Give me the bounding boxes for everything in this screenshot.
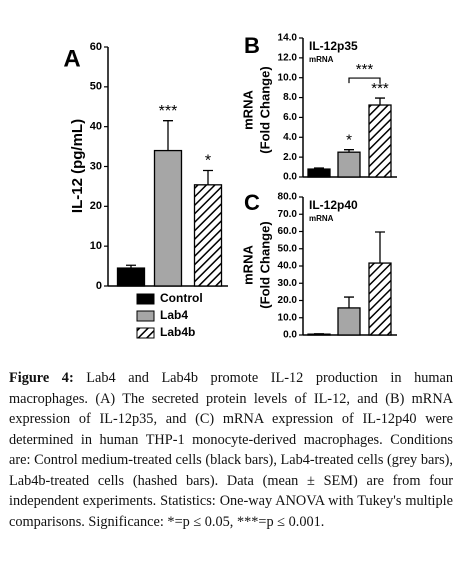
- y-tick-label: 50: [90, 81, 102, 93]
- caption-text: Lab4 and Lab4b promote IL-12 production …: [9, 370, 453, 530]
- y-tick-label: 80.0: [278, 192, 298, 203]
- y-tick-label: 4.0: [283, 132, 297, 143]
- panel-label: C: [244, 190, 260, 215]
- bar: [193, 184, 223, 287]
- y-tick-label: 10: [90, 240, 102, 252]
- figure: AIL-12 (pg/mL)0102030405060****ControlLa…: [63, 33, 397, 341]
- legend-swatch: [136, 310, 155, 322]
- error-bar: [344, 296, 354, 308]
- error-bar: [314, 167, 324, 170]
- bracket: [348, 77, 381, 84]
- significance-label: *: [346, 132, 352, 149]
- y-axis-label: (Fold Change): [257, 221, 272, 308]
- legend-label: Lab4b: [160, 325, 195, 339]
- error-bar: [375, 231, 385, 264]
- bar: [307, 168, 331, 178]
- error-bar: [163, 120, 173, 151]
- y-tick-label: 60: [90, 41, 102, 53]
- legend-label: Lab4: [160, 308, 188, 322]
- y-tick-label: 14.0: [278, 33, 298, 44]
- y-tick-label: 60.0: [278, 226, 298, 237]
- panel-label: B: [244, 33, 260, 58]
- chart-title: IL-12p35: [309, 39, 358, 53]
- bar: [368, 262, 392, 336]
- bar: [337, 151, 361, 178]
- bar: [153, 149, 183, 287]
- chart-subtitle: mRNA: [309, 55, 334, 64]
- y-tick-label: 0.0: [283, 172, 297, 183]
- caption: Figure 4: Lab4 and Lab4b promote IL-12 p…: [9, 368, 453, 532]
- chart-title: IL-12p40: [309, 198, 358, 212]
- error-bar: [375, 97, 385, 106]
- significance-label: *: [205, 153, 211, 170]
- y-tick-label: 40.0: [278, 261, 298, 272]
- caption-label: Figure 4:: [9, 370, 74, 386]
- y-tick-label: 8.0: [283, 92, 297, 103]
- y-tick-label: 50.0: [278, 243, 298, 254]
- y-tick-label: 40: [90, 121, 102, 133]
- y-tick-label: 12.0: [278, 52, 298, 63]
- y-tick-label: 0.0: [283, 330, 297, 341]
- y-tick-label: 6.0: [283, 112, 297, 123]
- error-bar: [203, 169, 213, 185]
- chart-subtitle: mRNA: [309, 214, 334, 223]
- y-tick-label: 10.0: [278, 312, 298, 323]
- y-axis-label: mRNA: [240, 245, 255, 285]
- legend-swatch: [136, 327, 155, 339]
- panel-label: A: [63, 45, 80, 72]
- y-axis-label: IL-12 (pg/mL): [69, 119, 86, 213]
- y-tick-label: 2.0: [283, 152, 297, 163]
- bar: [368, 104, 392, 178]
- y-tick-label: 20.0: [278, 295, 298, 306]
- legend-swatch: [136, 293, 155, 305]
- bracket-label: ***: [356, 61, 374, 78]
- y-tick-label: 0: [96, 280, 102, 292]
- bar: [116, 267, 146, 287]
- legend-label: Control: [160, 291, 203, 305]
- y-tick-label: 70.0: [278, 209, 298, 220]
- bar: [337, 307, 361, 336]
- y-tick-label: 30.0: [278, 278, 298, 289]
- error-bar: [344, 149, 354, 153]
- y-tick-label: 30: [90, 160, 102, 172]
- error-bar: [126, 264, 136, 269]
- significance-label: ***: [159, 103, 178, 120]
- y-tick-label: 10.0: [278, 72, 298, 83]
- significance-label: ***: [371, 80, 389, 97]
- y-axis-label: (Fold Change): [257, 66, 272, 153]
- y-tick-label: 20: [90, 200, 102, 212]
- y-axis-label: mRNA: [240, 90, 255, 130]
